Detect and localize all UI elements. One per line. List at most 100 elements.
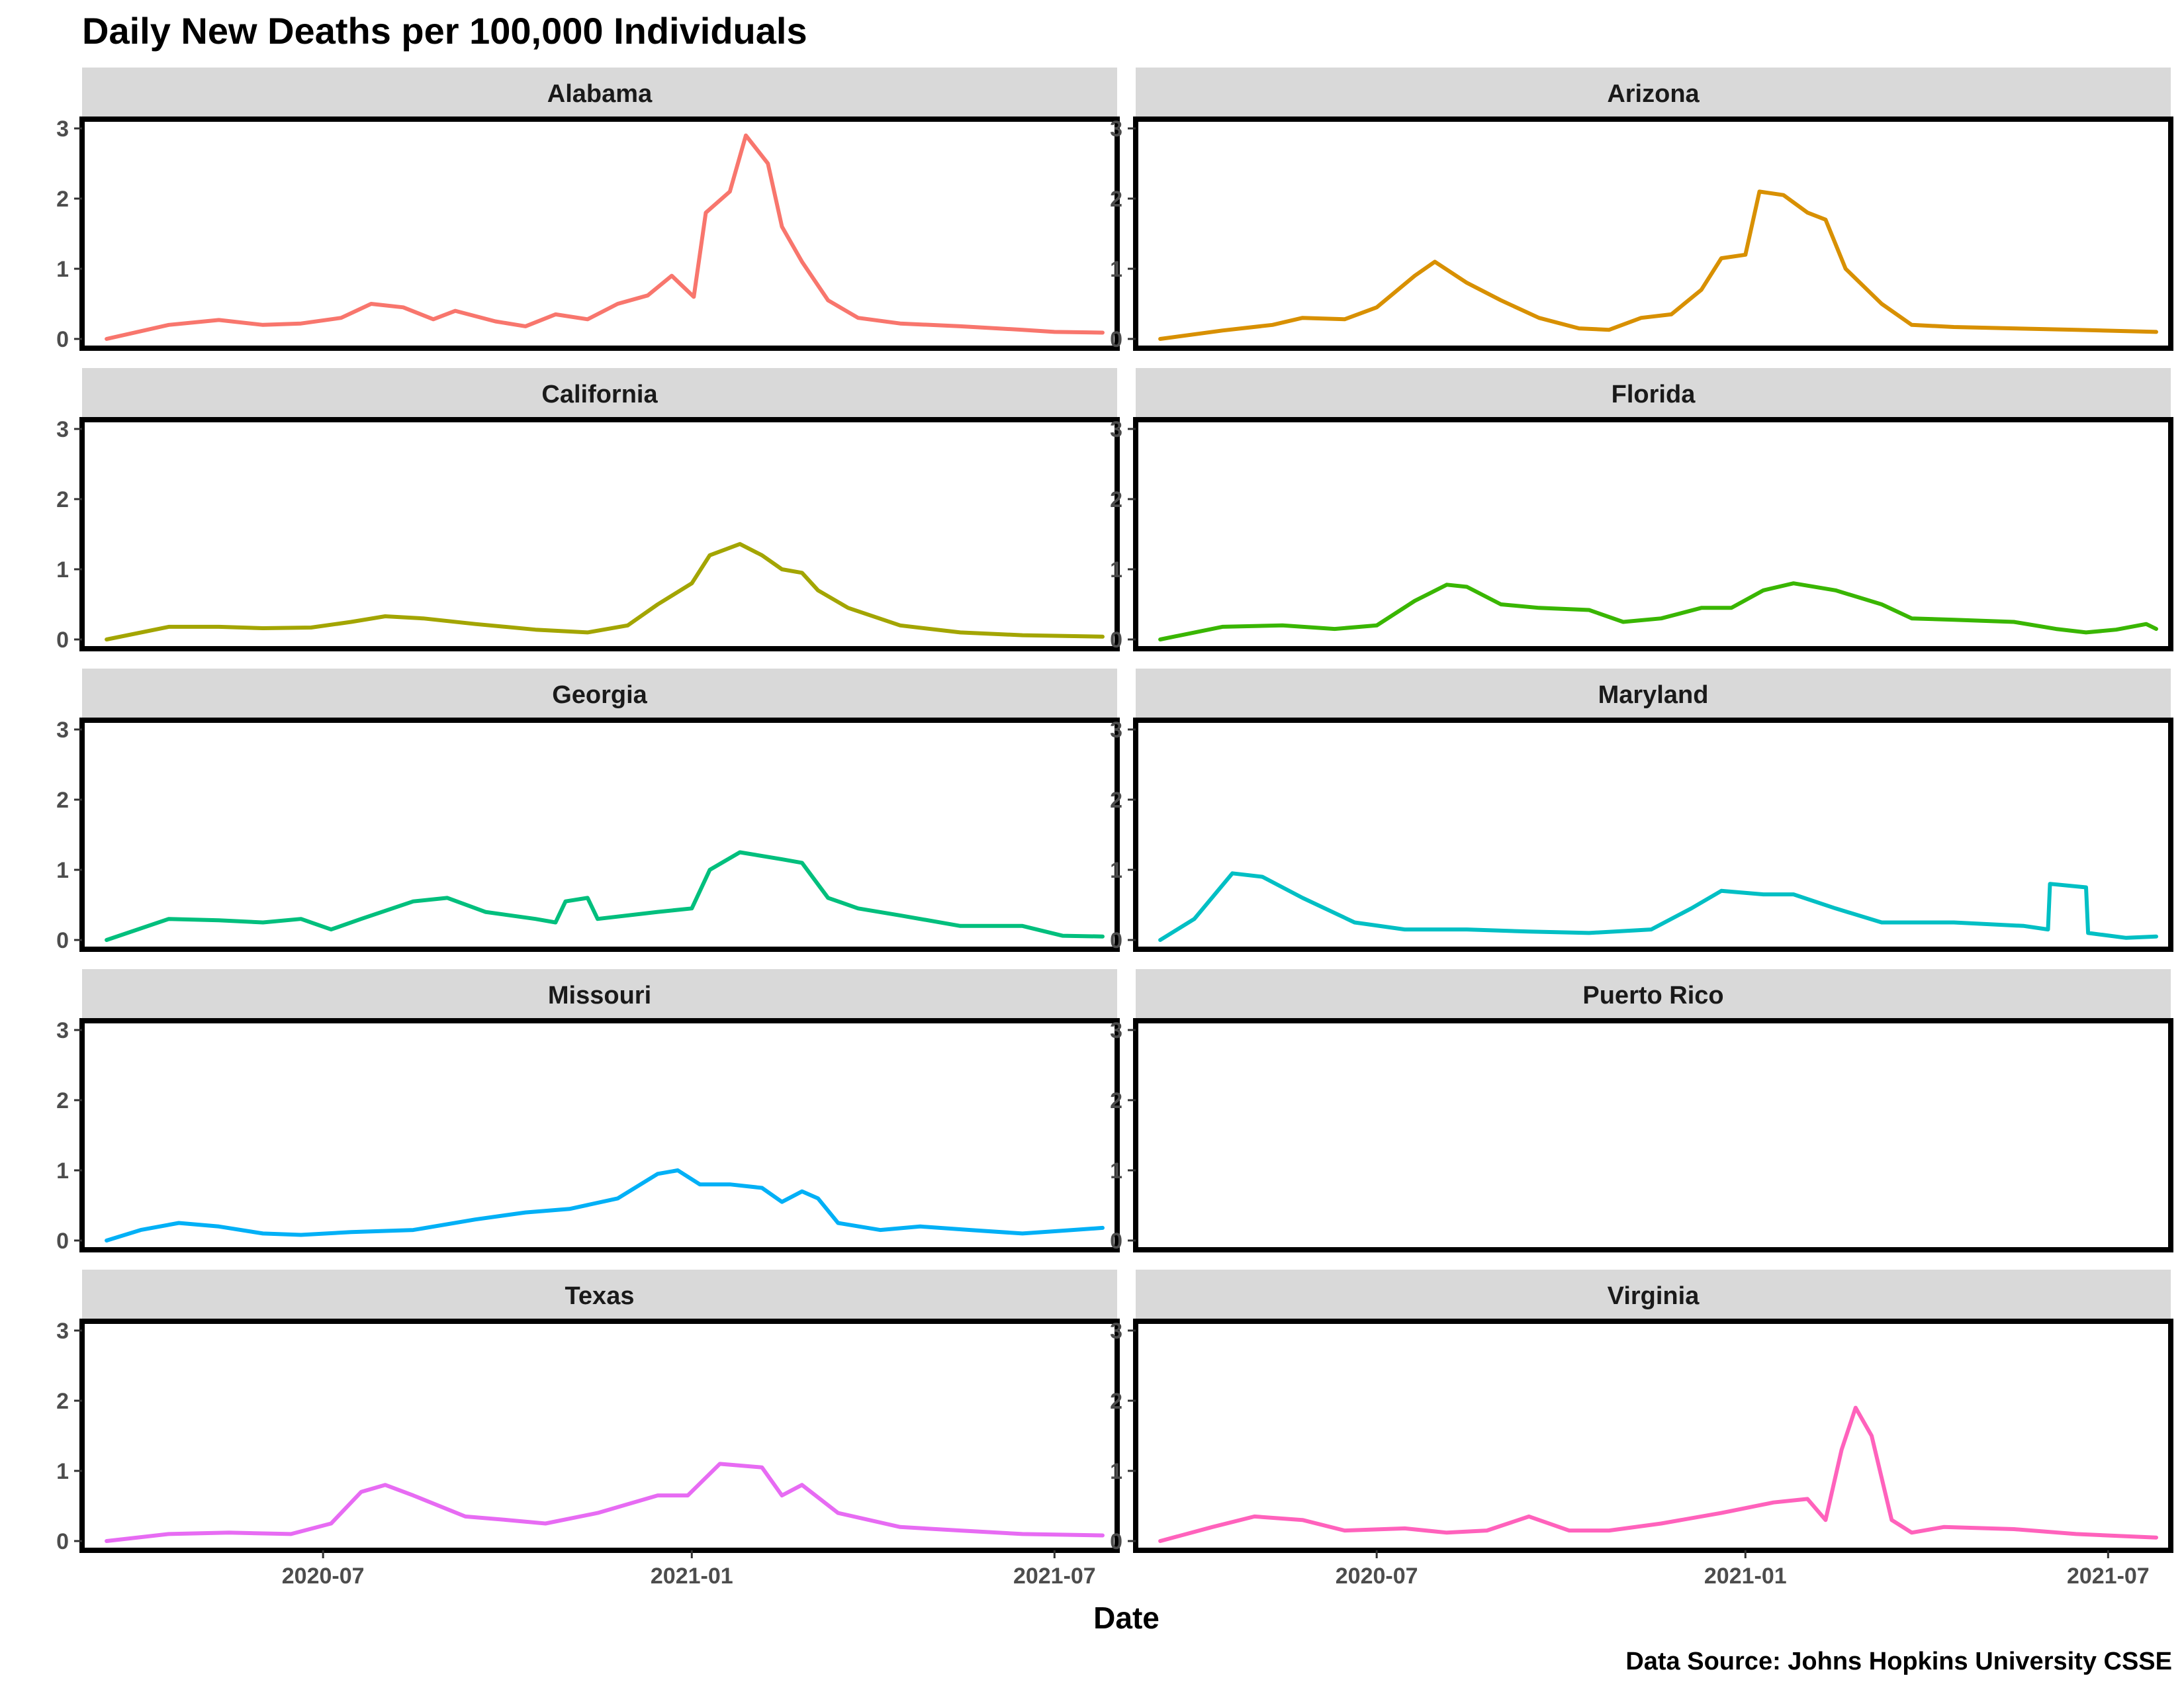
series-line-alabama [105, 133, 1105, 341]
x-tick-label: 2021-01 [651, 1564, 733, 1589]
x-tick-label: 2020-07 [1336, 1564, 1418, 1589]
panel-border [79, 117, 1120, 351]
facet-strip [82, 368, 1117, 420]
facet-arizona: Arizona 0 1 2 3 [1110, 68, 2173, 352]
facet-maryland: Maryland 0 1 2 3 [1110, 669, 2173, 953]
y-tick-label: 2 [1110, 1389, 1122, 1414]
facet-california: California 0 1 2 3 [56, 368, 1120, 653]
y-tick-label: 2 [56, 788, 69, 813]
y-tick-label: 1 [56, 257, 69, 282]
y-tick-label: 0 [1110, 928, 1122, 953]
panel-border [79, 417, 1120, 651]
y-tick-label: 1 [1110, 257, 1122, 282]
y-tick-label: 0 [56, 1229, 69, 1254]
facet-strip [1136, 1270, 2171, 1321]
x-tick-label: 2020-07 [282, 1564, 365, 1589]
y-tick-label: 3 [56, 417, 69, 442]
series-line-missouri [105, 1168, 1105, 1243]
y-tick-label: 2 [56, 1389, 69, 1414]
facet-strip-label: Arizona [1607, 80, 1700, 108]
x-tick-label: 2021-07 [2067, 1564, 2150, 1589]
series-line-texas [105, 1462, 1105, 1543]
y-tick-label: 2 [1110, 487, 1122, 512]
facet-strip [82, 669, 1117, 720]
y-tick-label: 1 [56, 1158, 69, 1184]
y-tick-label: 2 [56, 1088, 69, 1113]
series-line-arizona [1158, 189, 2158, 341]
y-tick-label: 1 [1110, 1158, 1122, 1184]
y-tick-label: 3 [56, 1018, 69, 1043]
y-tick-label: 2 [1110, 187, 1122, 212]
y-tick-label: 0 [1110, 1529, 1122, 1554]
y-tick-label: 3 [1110, 417, 1122, 442]
y-tick-label: 2 [56, 187, 69, 212]
y-tick-label: 1 [56, 858, 69, 883]
y-tick-label: 0 [56, 628, 69, 653]
panel-border [1133, 718, 2173, 952]
panel-border [1133, 1018, 2173, 1252]
y-tick-label: 1 [56, 557, 69, 583]
y-tick-label: 2 [1110, 1088, 1122, 1113]
x-tick-label: 2021-07 [1013, 1564, 1096, 1589]
y-tick-label: 3 [56, 117, 69, 142]
facet-florida: Florida 0 1 2 3 [1110, 368, 2173, 653]
y-tick-label: 2 [56, 487, 69, 512]
y-tick-label: 3 [56, 1319, 69, 1344]
series-line-georgia [105, 850, 1105, 942]
panel-border [1133, 417, 2173, 651]
facet-strip [1136, 68, 2171, 119]
y-tick-label: 0 [56, 327, 69, 352]
facet-puerto-rico: Puerto Rico 0 1 2 3 [1110, 969, 2173, 1254]
facet-strip-label: Texas [565, 1282, 635, 1310]
panel-border [79, 1018, 1120, 1252]
facet-georgia: Georgia 0 1 2 3 [56, 669, 1120, 953]
x-tick-label: 2021-01 [1704, 1564, 1787, 1589]
facet-strip-label: Georgia [552, 681, 647, 709]
y-tick-label: 3 [1110, 1319, 1122, 1344]
y-tick-label: 3 [56, 718, 69, 743]
y-tick-label: 3 [1110, 1018, 1122, 1043]
y-tick-label: 1 [1110, 858, 1122, 883]
y-tick-label: 1 [1110, 557, 1122, 583]
series-line-maryland [1158, 871, 2158, 942]
facet-strip [1136, 969, 2171, 1021]
y-tick-label: 1 [1110, 1459, 1122, 1484]
facet-strip [82, 68, 1117, 119]
facet-strip [1136, 368, 2171, 420]
facet-virginia: Virginia 0 1 2 3 2020-07 2021-01 2021-07 [1110, 1270, 2173, 1589]
facet-strip [1136, 669, 2171, 720]
y-tick-label: 0 [1110, 1229, 1122, 1254]
y-tick-label: 0 [56, 928, 69, 953]
chart-title: Daily New Deaths per 100,000 Individuals [82, 10, 807, 52]
facet-strip [82, 969, 1117, 1021]
facet-strip-label: Puerto Rico [1582, 982, 1723, 1009]
y-tick-label: 0 [1110, 327, 1122, 352]
facet-strip-label: Alabama [547, 80, 653, 108]
series-line-california [105, 541, 1105, 641]
y-tick-label: 3 [1110, 718, 1122, 743]
facet-strip [82, 1270, 1117, 1321]
panel-border [1133, 117, 2173, 351]
y-tick-label: 0 [1110, 628, 1122, 653]
y-tick-label: 0 [56, 1529, 69, 1554]
facet-texas: Texas 0 1 2 3 2020-07 2021-01 2021-07 [56, 1270, 1120, 1589]
facet-strip-label: Maryland [1598, 681, 1709, 709]
x-axis-title: Date [1093, 1601, 1160, 1635]
y-tick-label: 1 [56, 1459, 69, 1484]
y-tick-label: 3 [1110, 117, 1122, 142]
y-tick-label: 2 [1110, 788, 1122, 813]
facet-missouri: Missouri 0 1 2 3 [56, 969, 1120, 1254]
panel-border [1133, 1319, 2173, 1553]
panel-border [79, 718, 1120, 952]
facet-strip-label: Florida [1612, 381, 1696, 408]
facet-alabama: Alabama 0 1 2 3 [56, 68, 1120, 352]
facet-strip-label: California [541, 381, 658, 408]
series-line-florida [1158, 581, 2158, 641]
data-source-caption: Data Source: Johns Hopkins University CS… [1625, 1648, 2172, 1675]
facet-grid: Alabama0123Arizona0123California0123Flor… [56, 68, 2173, 1589]
series-line-virginia [1158, 1405, 2158, 1543]
panel-border [79, 1319, 1120, 1553]
facet-strip-label: Missouri [548, 982, 651, 1009]
facet-strip-label: Virginia [1608, 1282, 1700, 1310]
